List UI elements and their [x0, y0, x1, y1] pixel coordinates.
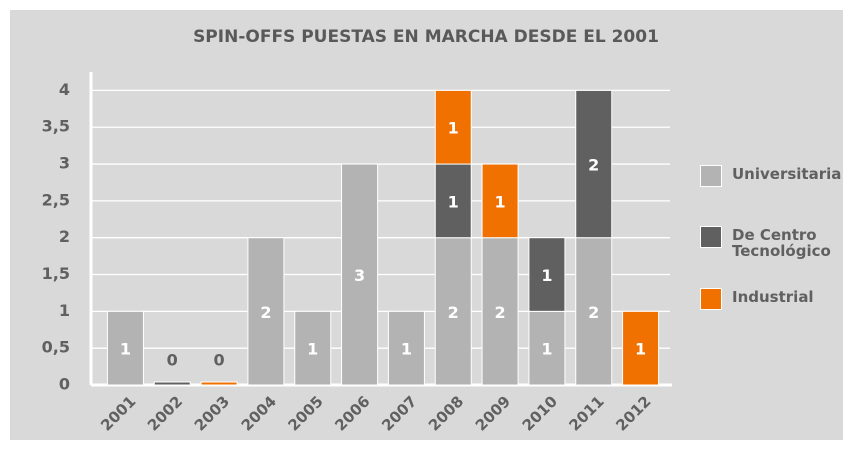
bar-segment	[247, 237, 285, 386]
y-tick-label: 1	[59, 301, 70, 320]
bar-segment	[481, 163, 519, 239]
bar-segment	[575, 237, 613, 386]
bar-segment	[434, 163, 472, 239]
legend-label: De Centro Tecnológico	[732, 226, 831, 260]
legend-swatch	[700, 165, 722, 187]
legend-label: Universitaria	[732, 165, 842, 183]
data-label: 1	[495, 192, 506, 211]
y-tick-label: 3	[59, 154, 70, 173]
legend-swatch	[700, 226, 722, 248]
y-tick-label: 0,5	[42, 338, 70, 357]
data-label: 1	[120, 340, 131, 359]
data-label: 2	[588, 303, 599, 322]
data-label: 0	[214, 351, 225, 370]
data-label: 2	[448, 303, 459, 322]
bar-segment	[481, 237, 519, 386]
data-label: 1	[635, 340, 646, 359]
bar-segment	[341, 163, 379, 386]
data-label: 1	[541, 340, 552, 359]
bar-segment	[200, 381, 238, 386]
data-label: 2	[588, 156, 599, 175]
y-tick-label: 1,5	[42, 264, 70, 283]
y-tick-label: 0	[59, 375, 70, 394]
legend-item: Industrial	[700, 288, 850, 310]
y-tick-label: 2,5	[42, 190, 70, 209]
bar-segment	[434, 89, 472, 165]
legend-swatch	[700, 288, 722, 310]
bar-segment	[528, 310, 566, 386]
data-label: 1	[448, 192, 459, 211]
data-label: 3	[354, 266, 365, 285]
data-label: 2	[495, 303, 506, 322]
data-label: 1	[401, 340, 412, 359]
bar-segment	[387, 310, 425, 386]
chart-title: SPIN-OFFS PUESTAS EN MARCHA DESDE EL 200…	[193, 27, 659, 47]
y-tick-label: 2	[59, 227, 70, 246]
bar-segment	[434, 237, 472, 386]
bar-segment	[153, 381, 191, 386]
legend-label: Industrial	[732, 288, 814, 306]
bar-segment	[294, 310, 332, 386]
data-label: 2	[260, 303, 271, 322]
chart-background	[10, 10, 843, 440]
legend-item: De Centro Tecnológico	[700, 226, 850, 259]
y-tick-label: 3,5	[42, 117, 70, 136]
data-label: 0	[167, 351, 178, 370]
bar-segment	[528, 237, 566, 312]
bar-segment	[622, 310, 660, 386]
bar-segment	[106, 310, 144, 386]
y-tick-label: 4	[59, 80, 70, 99]
bar-segment	[575, 89, 613, 239]
data-label: 1	[307, 340, 318, 359]
data-label: 1	[541, 266, 552, 285]
data-label: 1	[448, 119, 459, 138]
legend-item: Universitaria	[700, 165, 850, 187]
